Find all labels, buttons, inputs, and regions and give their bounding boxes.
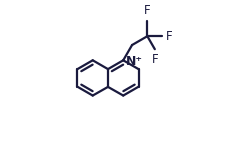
Text: F: F [151,53,158,66]
Text: F: F [143,4,150,17]
Text: F: F [166,30,172,43]
Text: N⁺: N⁺ [125,55,142,68]
